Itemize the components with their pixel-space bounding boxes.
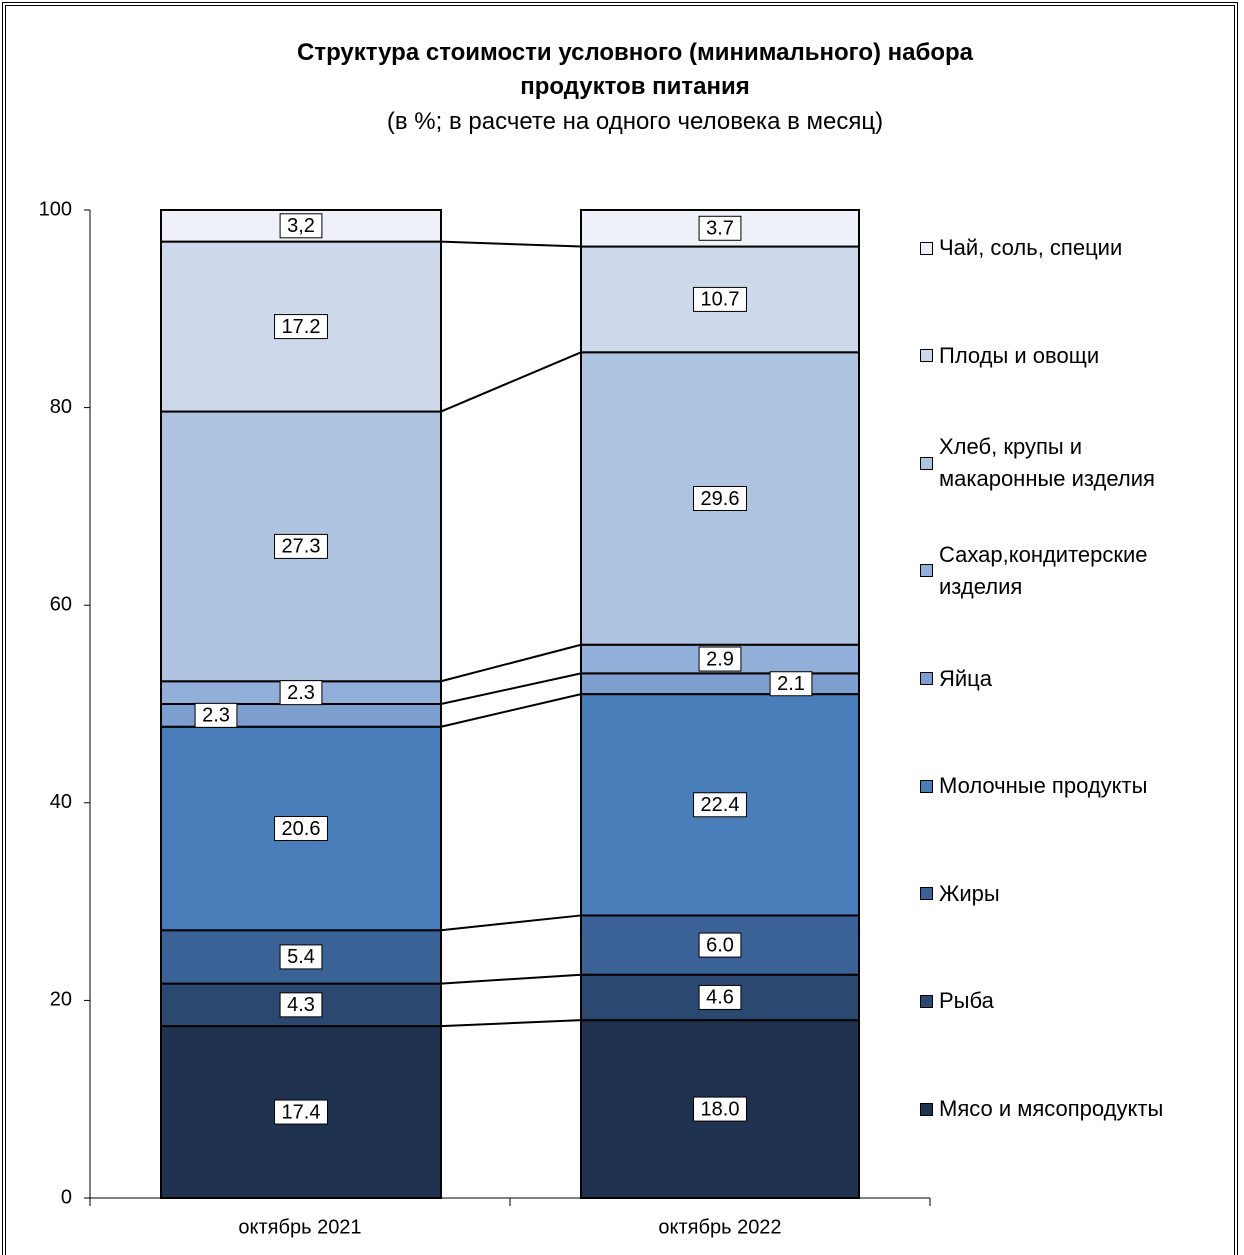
legend-label: Жиры bbox=[939, 880, 1000, 906]
label-box bbox=[693, 792, 747, 818]
legend-swatch bbox=[920, 779, 933, 793]
legend-swatch bbox=[920, 1102, 933, 1116]
data-label: 4.6 bbox=[706, 987, 734, 1009]
data-label: 2.3 bbox=[202, 705, 230, 727]
label-box bbox=[274, 314, 328, 340]
label-box bbox=[698, 984, 742, 1010]
data-label: 2.1 bbox=[777, 673, 805, 695]
legend-swatch bbox=[920, 994, 933, 1008]
legend-item: Плоды и овощи bbox=[920, 340, 1220, 372]
label-box bbox=[279, 944, 323, 970]
data-label: 17.2 bbox=[282, 316, 321, 338]
data-label: 18.0 bbox=[701, 1098, 740, 1120]
legend-swatch bbox=[920, 241, 933, 255]
legend-swatch bbox=[920, 456, 933, 470]
legend-item: Жиры bbox=[920, 878, 1220, 910]
x-tick-label: октябрь 2022 bbox=[658, 1216, 781, 1238]
data-label: 2.3 bbox=[287, 682, 315, 704]
legend-label: Плоды и овощи bbox=[939, 342, 1100, 368]
label-box bbox=[693, 485, 747, 511]
label-box bbox=[769, 671, 813, 697]
label-box bbox=[274, 1099, 328, 1125]
label-box bbox=[274, 815, 328, 841]
legend-label: Рыба bbox=[939, 988, 994, 1014]
data-label: 4.3 bbox=[287, 994, 315, 1016]
connector bbox=[440, 914, 582, 932]
y-tick-label: 60 bbox=[50, 593, 72, 615]
legend-item: Хлеб, крупы и макаронные изделия bbox=[920, 431, 1220, 495]
data-label: 10.7 bbox=[701, 289, 740, 311]
x-tick-label: октябрь 2021 bbox=[238, 1216, 361, 1238]
legend-label: Яйца bbox=[939, 665, 993, 691]
data-label: 6.0 bbox=[706, 934, 734, 956]
connector bbox=[440, 693, 582, 728]
legend-item: Яйца bbox=[920, 663, 1220, 695]
data-label: 17.4 bbox=[282, 1101, 321, 1123]
data-label: 2.9 bbox=[706, 648, 734, 670]
label-box bbox=[698, 932, 742, 958]
bar-segment bbox=[580, 672, 860, 696]
legend-item: Чай, соль, специи bbox=[920, 232, 1220, 264]
data-label: 20.6 bbox=[282, 818, 321, 840]
legend-swatch bbox=[920, 672, 933, 685]
legend-label: Хлеб, крупы и макаронные изделия bbox=[939, 434, 1155, 492]
connector bbox=[440, 973, 582, 985]
label-box bbox=[698, 646, 742, 672]
chart-title: Структура стоимости условного (минимальн… bbox=[297, 39, 973, 100]
label-box bbox=[279, 992, 323, 1018]
y-tick-label: 100 bbox=[39, 198, 72, 220]
y-tick-label: 80 bbox=[50, 396, 72, 418]
y-tick-label: 0 bbox=[61, 1186, 72, 1208]
legend-label: Молочные продукты bbox=[939, 773, 1148, 799]
connector bbox=[440, 351, 582, 413]
legend-swatch bbox=[920, 564, 933, 578]
connector bbox=[440, 643, 582, 683]
connector bbox=[440, 672, 582, 705]
data-label: 29.6 bbox=[701, 488, 740, 510]
data-label: 3,2 bbox=[287, 215, 315, 237]
legend-swatch bbox=[920, 349, 933, 363]
data-label: 27.3 bbox=[282, 536, 321, 558]
connector bbox=[440, 1019, 582, 1028]
legend-item: Рыба bbox=[920, 985, 1220, 1017]
bar-segment bbox=[580, 914, 860, 976]
chart-subtitle: (в %; в расчете на одного человека в мес… bbox=[386, 108, 884, 135]
label-box bbox=[693, 286, 747, 312]
data-label: 3.7 bbox=[706, 218, 734, 240]
connector bbox=[440, 240, 582, 248]
label-box bbox=[194, 702, 238, 728]
legend-item: Сахар,кондитерские изделия bbox=[920, 539, 1220, 603]
y-tick-label: 20 bbox=[50, 989, 72, 1011]
legend-swatch bbox=[920, 887, 933, 901]
legend-item: Мясо и мясопродукты bbox=[920, 1093, 1220, 1125]
y-tick-label: 40 bbox=[50, 791, 72, 813]
label-box bbox=[279, 680, 323, 706]
data-label: 22.4 bbox=[701, 794, 740, 816]
legend-label: Мясо и мясопродукты bbox=[939, 1096, 1164, 1121]
label-box bbox=[693, 1096, 747, 1122]
label-box bbox=[274, 533, 328, 559]
label-box bbox=[698, 215, 742, 241]
data-label: 5.4 bbox=[287, 946, 315, 968]
legend-label: Сахар,кондитерские изделия bbox=[939, 541, 1148, 599]
legend-item: Молочные продукты bbox=[920, 770, 1220, 802]
label-box bbox=[279, 213, 323, 239]
legend-label: Чай, соль, специи bbox=[939, 235, 1123, 260]
